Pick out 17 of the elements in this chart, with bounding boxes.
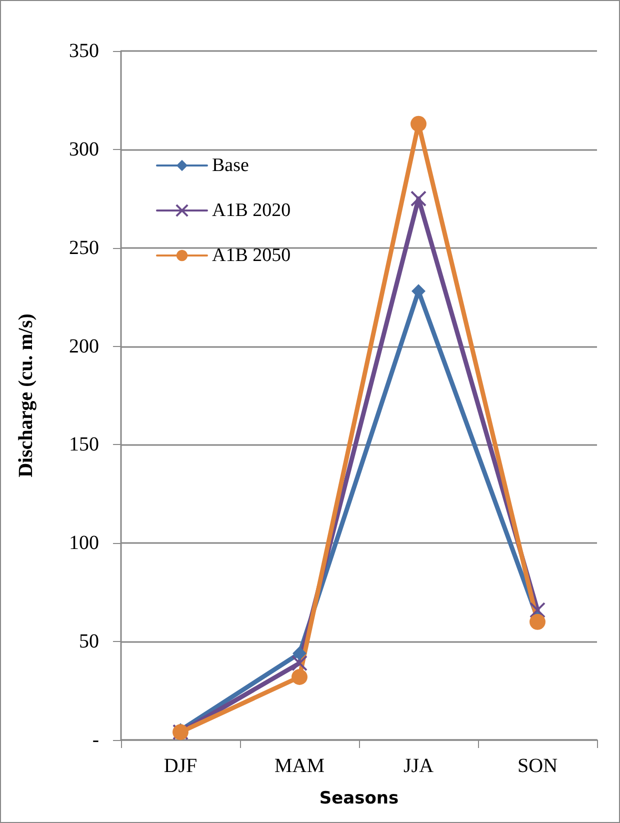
y-tick-label: 50 bbox=[79, 630, 99, 653]
y-tick-label: 300 bbox=[69, 138, 99, 160]
y-tick-label: 200 bbox=[69, 335, 99, 358]
y-axis-title: Discharge (cu. m/s) bbox=[15, 314, 37, 478]
y-tick-label: 100 bbox=[69, 532, 99, 554]
y-tick-label: 350 bbox=[69, 40, 99, 62]
x-tick-label: MAM bbox=[274, 755, 325, 777]
x-tick-label: SON bbox=[517, 755, 558, 777]
x-axis-title: Seasons bbox=[319, 788, 399, 808]
x-tick-label: DJF bbox=[164, 755, 198, 777]
y-tick-label: 150 bbox=[69, 434, 99, 456]
x-tick-label: JJA bbox=[403, 755, 434, 777]
y-tick-label: 250 bbox=[69, 236, 99, 259]
legend-label: Base bbox=[212, 155, 249, 176]
legend-label: A1B 2050 bbox=[212, 245, 291, 266]
legend-label: A1B 2020 bbox=[212, 200, 291, 221]
y-tick-label: - bbox=[92, 729, 99, 751]
